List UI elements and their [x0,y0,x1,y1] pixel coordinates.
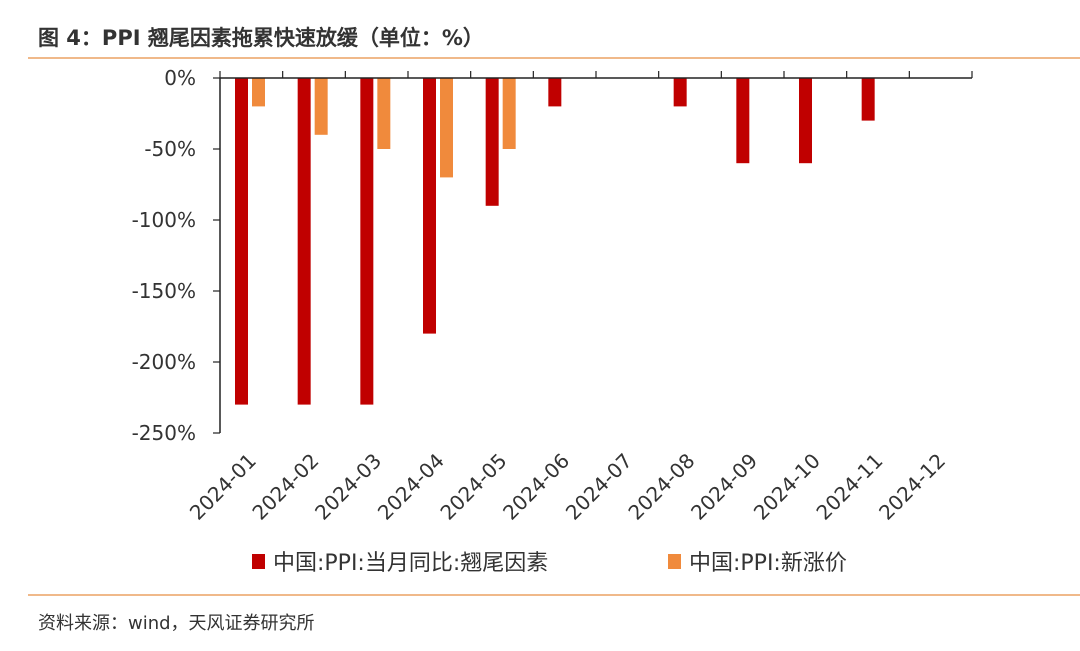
source-note: 资料来源：wind，天风证券研究所 [38,613,315,634]
x-tick-label: 2024-06 [498,449,574,525]
bar-carryover-2024-02 [297,78,311,405]
bar-carryover-2024-03 [360,78,374,405]
y-tick-label: -250% [132,421,196,445]
x-tick-label: 2024-02 [247,449,323,525]
legend-swatch [668,554,681,569]
x-tick-label: 2024-11 [811,449,887,525]
x-tick-label: 2024-03 [310,449,386,525]
y-tick-label: -200% [132,350,196,374]
x-tick-label: 2024-10 [749,449,825,525]
y-tick-label: -100% [132,208,196,232]
chart-title: 图 4：PPI 翘尾因素拖累快速放缓（单位：%） [38,26,484,50]
y-tick-label: -150% [132,279,196,303]
y-tick-labels: 0% -50% -100% -150% -200% -250% [132,66,196,445]
bar-new-price-2024-02 [314,78,328,135]
x-tick-label: 2024-07 [561,449,637,525]
bar-carryover-2024-01 [235,78,248,405]
bar-carryover-2024-04 [423,78,436,334]
y-tick-label: 0% [164,66,196,90]
top-divider [28,57,1080,59]
x-tick-label: 2024-05 [435,449,511,525]
bar-carryover-2024-11 [861,78,875,121]
x-tick-label: 2024-12 [874,449,950,525]
y-tick-label: -50% [144,137,196,161]
x-tick-labels: 2024-012024-022024-032024-042024-052024-… [185,449,950,525]
legend-label: 中国:PPI:当月同比:翘尾因素 [273,551,548,576]
bar-new-price-2024-05 [502,78,516,149]
bar-chart: 0%-50%-100%-150%-200%-250% 2024-012024-0… [132,66,973,576]
bar-carryover-2024-06 [548,78,562,107]
bar-carryover-2024-10 [799,78,812,164]
bar-carryover-2024-05 [485,78,499,206]
bar-new-price-2024-03 [377,78,391,149]
x-tick-label: 2024-04 [373,449,449,525]
legend: 中国:PPI:当月同比:翘尾因素 中国:PPI:新涨价 [252,551,847,576]
x-tick-label: 2024-01 [185,449,261,525]
bar-carryover-2024-08 [673,78,687,107]
bars-group [235,78,875,405]
x-tick-label: 2024-08 [623,449,699,525]
legend-label: 中国:PPI:新涨价 [689,551,847,576]
bottom-divider [28,594,1080,596]
axes-group [213,71,973,434]
bar-new-price-2024-04 [440,78,453,178]
legend-swatch [252,554,265,569]
bar-new-price-2024-01 [252,78,265,107]
x-tick-label: 2024-09 [686,449,762,525]
bar-carryover-2024-09 [736,78,750,164]
